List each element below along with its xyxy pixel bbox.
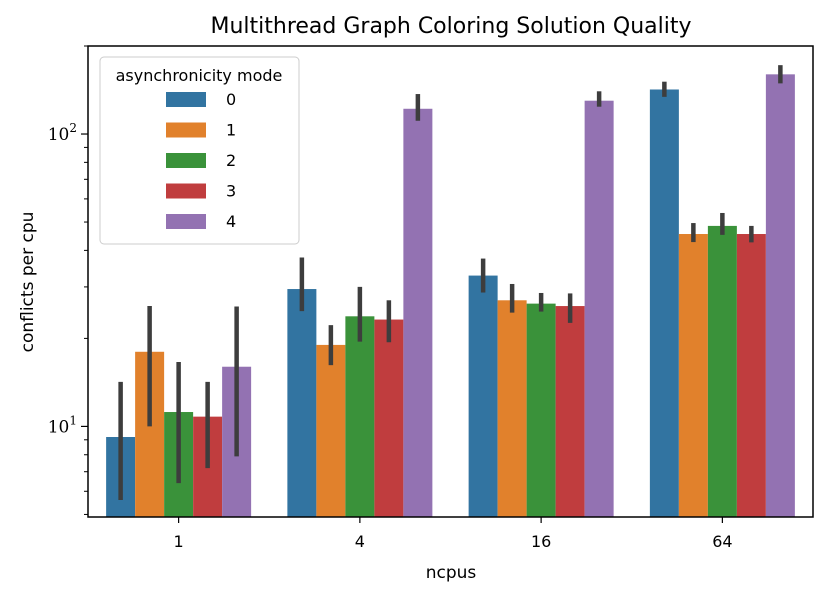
bar-mode-0-ncpus-4 bbox=[287, 289, 317, 517]
x-tick-label: 16 bbox=[531, 532, 551, 551]
y-axis-label: conflicts per cpu bbox=[18, 212, 38, 353]
bar-mode-0-ncpus-16 bbox=[468, 275, 498, 517]
bar-mode-4-ncpus-64 bbox=[765, 74, 795, 518]
axes-frame bbox=[87, 45, 814, 518]
y-tick-label: 101 bbox=[48, 413, 77, 437]
bar-mode-3-ncpus-16 bbox=[555, 306, 585, 517]
x-axis: 1 4 16 64 bbox=[174, 517, 733, 551]
legend: asynchronicity mode 0 1 2 3 4 bbox=[99, 56, 300, 245]
bar-mode-1-ncpus-64 bbox=[678, 234, 708, 517]
bar-mode-0-ncpus-64 bbox=[649, 89, 679, 517]
legend-swatch-mode-3 bbox=[166, 183, 206, 199]
legend-swatch-mode-1 bbox=[166, 122, 206, 138]
legend-title: asynchronicity mode bbox=[116, 66, 283, 85]
bar-mode-2-ncpus-4 bbox=[345, 316, 375, 517]
y-axis: 101 102 bbox=[48, 45, 88, 515]
x-tick-label: 64 bbox=[712, 532, 732, 551]
legend-swatch-mode-2 bbox=[166, 153, 206, 168]
legend-label-mode-4: 4 bbox=[226, 212, 236, 231]
bar-mode-2-ncpus-16 bbox=[526, 303, 556, 517]
bar-mode-4-ncpus-4 bbox=[403, 108, 433, 518]
y-tick-label: 102 bbox=[48, 121, 77, 145]
x-tick-label: 4 bbox=[355, 532, 365, 551]
bar-mode-1-ncpus-4 bbox=[316, 344, 346, 517]
bar-mode-1-ncpus-16 bbox=[497, 300, 527, 517]
x-tick-label: 1 bbox=[174, 532, 184, 551]
legend-box bbox=[99, 56, 300, 245]
chart-title: Multithread Graph Coloring Solution Qual… bbox=[210, 14, 691, 39]
legend-swatch-mode-0 bbox=[166, 92, 206, 107]
bar-mode-3-ncpus-64 bbox=[736, 234, 766, 517]
legend-swatch-mode-4 bbox=[166, 214, 206, 229]
bar-mode-4-ncpus-16 bbox=[584, 100, 614, 518]
plot-area bbox=[106, 65, 795, 518]
legend-label-mode-2: 2 bbox=[226, 151, 236, 170]
legend-label-mode-1: 1 bbox=[226, 121, 236, 140]
legend-label-mode-3: 3 bbox=[226, 182, 236, 201]
x-axis-label: ncpus bbox=[426, 563, 477, 583]
legend-label-mode-0: 0 bbox=[226, 90, 236, 109]
bar-mode-3-ncpus-4 bbox=[374, 319, 404, 517]
bar-mode-2-ncpus-64 bbox=[707, 225, 737, 517]
